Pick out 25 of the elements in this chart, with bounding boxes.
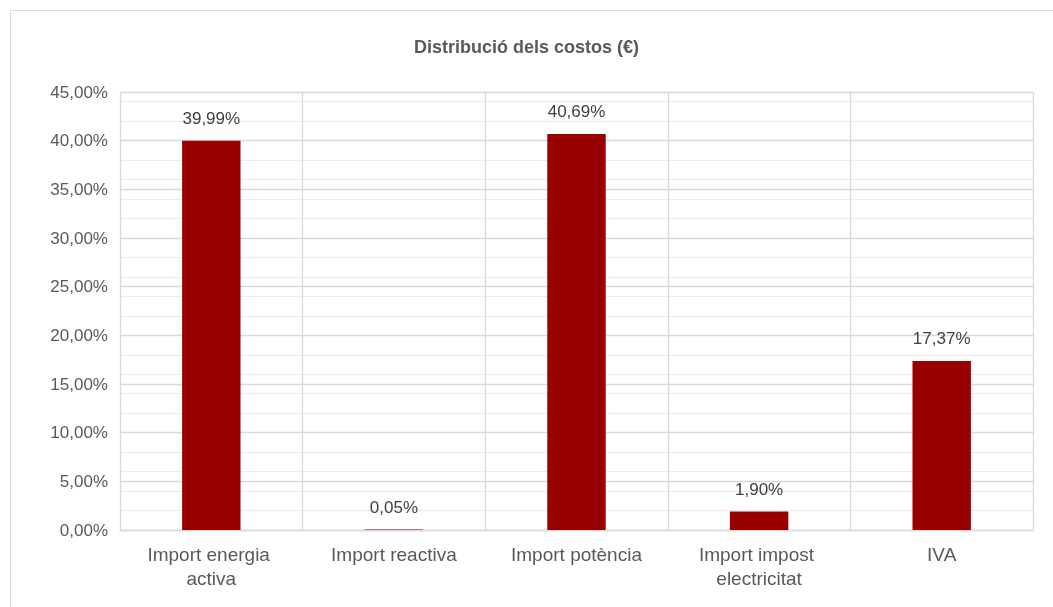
x-tick-label: Import impost electricitat — [698, 543, 820, 589]
data-label: 0,05% — [369, 497, 418, 517]
data-label: 17,37% — [912, 328, 971, 348]
x-tick-label: Import energia activa — [147, 543, 276, 589]
y-tick-label: 45,00% — [50, 82, 108, 102]
x-tick-label: Import reactiva — [331, 543, 458, 565]
bar — [729, 511, 789, 530]
y-tick-label: 0,00% — [59, 520, 108, 540]
y-tick-label: 10,00% — [50, 423, 108, 443]
x-tick-label: IVA — [927, 543, 957, 565]
y-tick-label: 40,00% — [50, 131, 108, 151]
y-tick-label: 15,00% — [50, 374, 108, 394]
y-tick-label: 5,00% — [59, 471, 108, 491]
bar — [912, 360, 971, 530]
x-tick-label: Import potència — [511, 543, 643, 565]
data-label: 39,99% — [182, 108, 241, 128]
data-label: 1,90% — [735, 479, 784, 499]
bar — [182, 140, 241, 530]
y-tick-label: 30,00% — [50, 228, 108, 248]
y-tick-label: 35,00% — [50, 179, 108, 199]
y-tick-label: 20,00% — [50, 325, 108, 345]
y-tick-label: 25,00% — [50, 277, 108, 297]
bar — [547, 133, 606, 530]
chart-title: Distribució dels costos (€) — [413, 37, 640, 57]
data-label: 40,69% — [547, 101, 606, 121]
